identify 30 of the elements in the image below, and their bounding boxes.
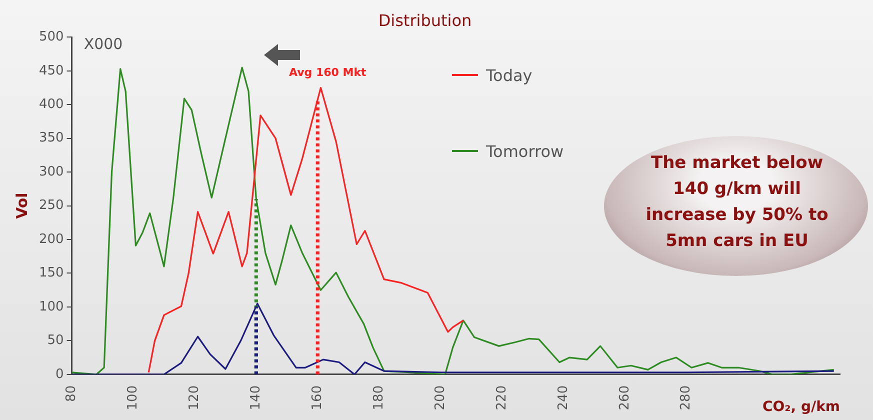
annotation: Avg 160 Mkt <box>288 66 366 79</box>
y-tick-label: 400 <box>38 97 64 112</box>
x-tick-label: 120 <box>187 385 202 410</box>
y-tick-label: 150 <box>38 266 64 281</box>
x-tick-label: 240 <box>556 385 571 410</box>
y-tick-label: 50 <box>47 333 64 348</box>
y-axis-title: Vol <box>12 192 31 219</box>
legend-label: Tomorrow <box>486 142 564 160</box>
x-tick-label: 100 <box>126 385 141 410</box>
y-tick-label: 100 <box>38 299 64 314</box>
x-tick-label: 180 <box>371 385 386 410</box>
y-tick-label: 250 <box>38 198 64 214</box>
x-tick-label: 80 <box>64 385 80 402</box>
legend-label: Today <box>486 66 532 84</box>
annotation: X000 <box>84 35 123 54</box>
x-tick-label: 260 <box>617 385 632 410</box>
x-tick-label: 140 <box>248 385 264 410</box>
x-tick-label: 200 <box>432 385 448 410</box>
y-tick-label: 450 <box>38 63 64 78</box>
x-tick-label: 280 <box>678 385 694 410</box>
chart-title: Distribution <box>378 10 472 30</box>
y-tick-label: 200 <box>38 232 64 247</box>
y-tick-label: 500 <box>38 30 64 45</box>
y-tick-label: 350 <box>38 130 64 146</box>
x-tick-label: 220 <box>494 385 510 410</box>
x-tick-label: 160 <box>310 385 326 410</box>
annotation: The market below 140 g/km will increase by 50% to 5mn cars in EU <box>644 152 830 253</box>
y-tick-label: 0 <box>56 366 64 382</box>
y-tick-label: 300 <box>38 164 64 180</box>
x-axis-title: CO₂, g/km <box>762 399 840 416</box>
